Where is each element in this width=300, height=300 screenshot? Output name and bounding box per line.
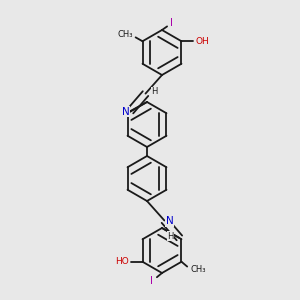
Text: H: H — [167, 232, 173, 241]
Text: OH: OH — [195, 37, 209, 46]
Text: N: N — [166, 216, 173, 226]
Text: CH₃: CH₃ — [190, 266, 206, 274]
Text: HO: HO — [115, 257, 129, 266]
Text: H: H — [152, 87, 158, 96]
Text: I: I — [170, 18, 173, 28]
Text: N: N — [122, 106, 129, 117]
Text: CH₃: CH₃ — [118, 30, 133, 39]
Text: I: I — [150, 276, 153, 286]
